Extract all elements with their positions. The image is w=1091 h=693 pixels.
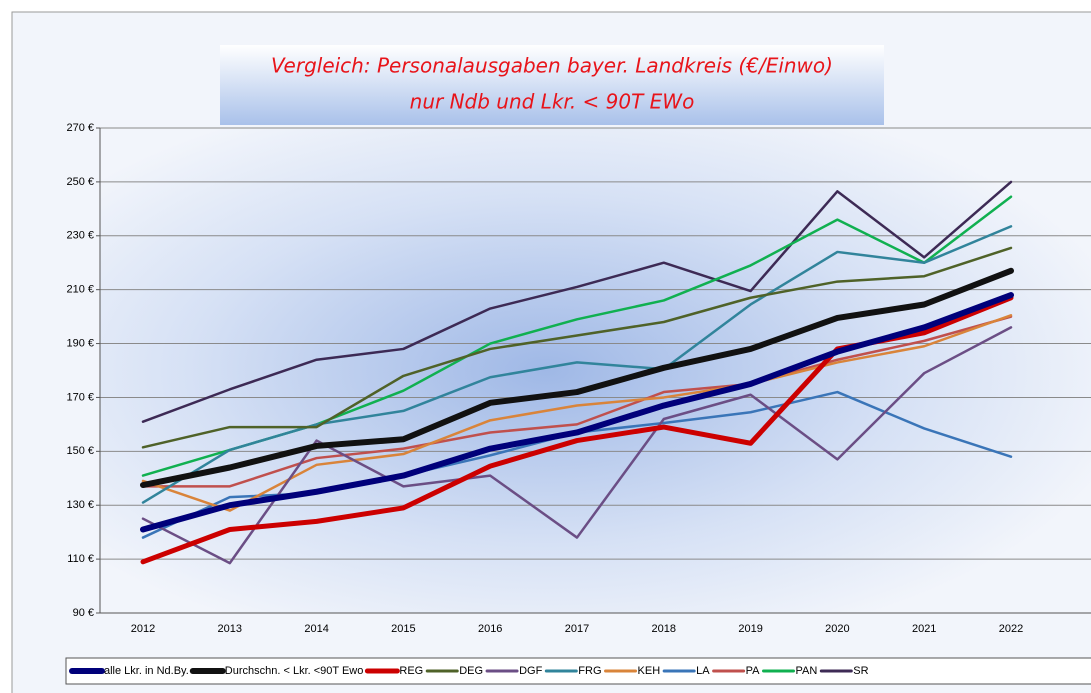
y-tick-label: 210 € bbox=[66, 284, 94, 296]
x-tick-label: 2018 bbox=[652, 623, 676, 635]
y-tick-label: 170 € bbox=[66, 391, 94, 403]
legend-label: Durchschn. < Lkr. <90T Ewo bbox=[225, 665, 364, 677]
chart-title: Vergleich: Personalausgaben bayer. Landk… bbox=[271, 54, 833, 78]
series-line bbox=[141, 225, 1013, 504]
legend-label: KEH bbox=[638, 665, 661, 677]
x-tick-label: 2021 bbox=[912, 623, 936, 635]
series-line bbox=[141, 246, 1013, 449]
y-tick-label: 250 € bbox=[66, 176, 94, 188]
legend-label: SR bbox=[853, 665, 868, 677]
legend-label: PA bbox=[746, 665, 761, 677]
chart-subtitle: nur Ndb und Lkr. < 90T EWo bbox=[410, 90, 695, 114]
legend-label: DEG bbox=[459, 665, 483, 677]
legend bbox=[65, 657, 1091, 685]
legend-label: FRG bbox=[578, 665, 601, 677]
x-tick-label: 2020 bbox=[825, 623, 849, 635]
y-tick-label: 270 € bbox=[66, 122, 94, 134]
x-tick-label: 2019 bbox=[738, 623, 762, 635]
series-line bbox=[141, 315, 1013, 488]
plot-area bbox=[100, 128, 1091, 613]
x-tick-label: 2013 bbox=[218, 623, 242, 635]
title-box bbox=[220, 45, 884, 125]
x-tick-label: 2014 bbox=[304, 623, 328, 635]
series-line bbox=[140, 292, 1014, 533]
x-tick-label: 2022 bbox=[999, 623, 1023, 635]
legend-label: DGF bbox=[519, 665, 543, 677]
y-tick-label: 90 € bbox=[73, 607, 94, 619]
y-tick-label: 230 € bbox=[66, 230, 94, 242]
x-tick-label: 2012 bbox=[131, 623, 155, 635]
x-tick-label: 2017 bbox=[565, 623, 589, 635]
series-line bbox=[141, 326, 1013, 565]
y-tick-label: 190 € bbox=[66, 337, 94, 349]
series-line bbox=[141, 180, 1013, 423]
x-tick-label: 2015 bbox=[391, 623, 415, 635]
y-tick-label: 150 € bbox=[66, 445, 94, 457]
y-tick-label: 110 € bbox=[67, 553, 94, 565]
y-tick-label: 130 € bbox=[66, 499, 94, 511]
legend-label: LA bbox=[696, 665, 710, 677]
series-line bbox=[140, 267, 1014, 489]
legend-label: alle Lkr. in Nd.By. bbox=[104, 665, 189, 677]
x-tick-label: 2016 bbox=[478, 623, 502, 635]
legend-label: PAN bbox=[795, 665, 817, 677]
legend-label: REG bbox=[399, 665, 423, 677]
